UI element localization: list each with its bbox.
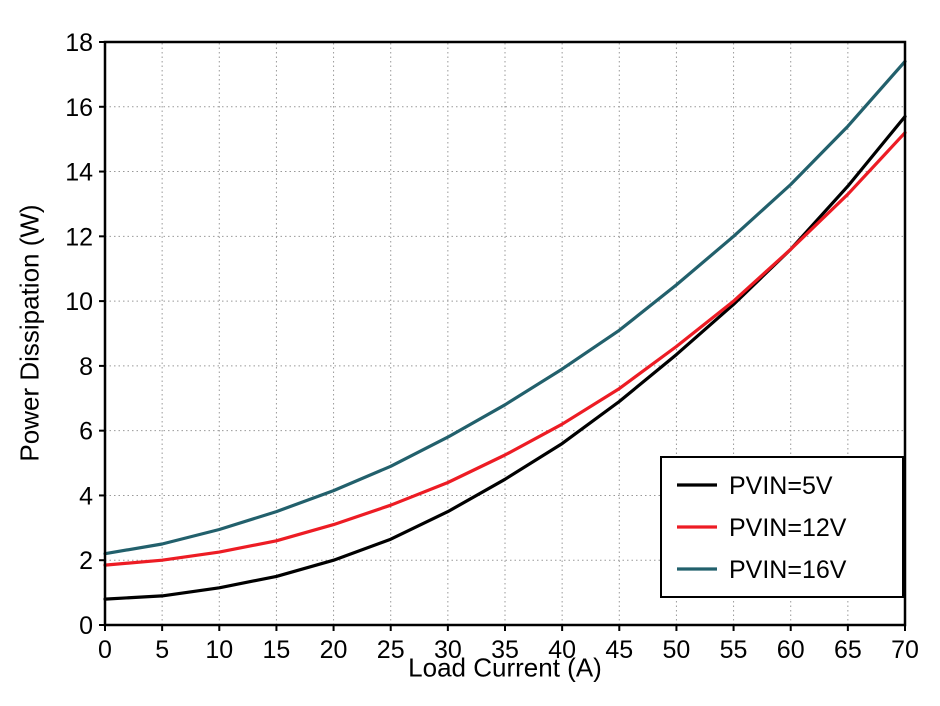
y-tick-label: 10 [65, 288, 93, 316]
x-tick-label: 15 [263, 636, 291, 664]
x-tick-label: 0 [98, 636, 112, 664]
x-tick-label: 45 [605, 636, 633, 664]
x-axis-label: Load Current (A) [408, 652, 602, 683]
y-tick-label: 0 [79, 612, 93, 640]
series-line-1 [103, 131, 907, 567]
y-tick-label: 12 [65, 223, 93, 251]
y-tick-label: 6 [79, 418, 93, 446]
y-axis-label: Power Dissipation (W) [14, 204, 45, 462]
x-tick-label: 50 [663, 636, 691, 664]
y-tick-label: 2 [79, 547, 93, 575]
y-tick-label: 8 [79, 353, 93, 381]
y-tick-label: 18 [65, 29, 93, 57]
x-tick-label: 10 [205, 636, 233, 664]
x-tick-label: 70 [891, 636, 919, 664]
y-tick-label: 16 [65, 94, 93, 122]
x-tick-label: 40 [548, 636, 576, 664]
x-tick-label: 60 [777, 636, 805, 664]
legend-box [660, 456, 904, 598]
series-line-2 [103, 59, 907, 556]
legend-label-2: PVIN=16V [729, 556, 847, 584]
x-tick-label: 25 [377, 636, 405, 664]
x-tick-label: 30 [434, 636, 462, 664]
legend-label-0: PVIN=5V [729, 472, 833, 500]
y-tick-label: 4 [79, 482, 93, 510]
legend-label-1: PVIN=12V [729, 514, 847, 542]
x-tick-label: 5 [155, 636, 169, 664]
x-tick-label: 35 [491, 636, 519, 664]
y-tick-label: 14 [65, 159, 93, 187]
x-tick-label: 20 [320, 636, 348, 664]
x-tick-label: 65 [834, 636, 862, 664]
x-tick-label: 55 [720, 636, 748, 664]
